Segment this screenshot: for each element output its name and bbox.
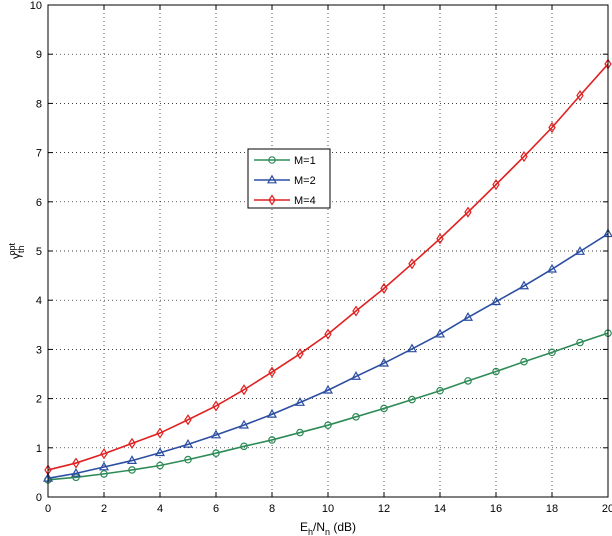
data-point bbox=[70, 467, 82, 477]
legend-label: M=4 bbox=[294, 195, 316, 207]
data-point bbox=[128, 437, 136, 449]
data-point bbox=[350, 371, 362, 380]
data-point bbox=[548, 348, 556, 357]
data-point bbox=[462, 312, 474, 321]
data-point bbox=[520, 357, 528, 366]
data-point bbox=[100, 448, 108, 460]
data-point bbox=[492, 178, 500, 191]
data-point bbox=[464, 377, 472, 385]
x-tick-label: 2 bbox=[101, 503, 107, 515]
data-point bbox=[518, 280, 530, 290]
x-tick-label: 4 bbox=[157, 503, 163, 515]
data-point bbox=[378, 357, 390, 367]
legend-label: M=2 bbox=[294, 175, 316, 187]
data-point bbox=[434, 328, 446, 338]
x-tick-label: 12 bbox=[378, 503, 390, 515]
data-point bbox=[380, 282, 388, 294]
x-tick-label: 16 bbox=[490, 503, 502, 515]
data-point bbox=[436, 233, 444, 245]
legend-marker bbox=[268, 156, 276, 164]
data-point bbox=[324, 421, 332, 429]
data-point bbox=[408, 395, 416, 404]
y-tick-label: 0 bbox=[36, 492, 42, 504]
data-point bbox=[574, 246, 586, 255]
data-point bbox=[98, 461, 110, 471]
x-tick-label: 6 bbox=[213, 503, 219, 515]
y-tick-labels: 0 1 2 3 4 5 6 7 8 9 10 bbox=[30, 0, 42, 504]
data-point bbox=[210, 429, 222, 439]
y-axis-title: γthopt bbox=[7, 242, 26, 259]
data-point bbox=[464, 206, 472, 218]
y-tick-label: 7 bbox=[36, 148, 42, 160]
y-tick-label: 9 bbox=[36, 49, 42, 61]
data-point bbox=[156, 461, 164, 470]
y-tick-label: 8 bbox=[36, 98, 42, 110]
y-tick-label: 2 bbox=[36, 394, 42, 406]
data-point bbox=[268, 366, 276, 378]
x-tick-label: 8 bbox=[269, 503, 275, 515]
legend-marker bbox=[266, 174, 278, 184]
data-point bbox=[238, 419, 250, 429]
data-point bbox=[240, 384, 248, 396]
data-point bbox=[184, 455, 192, 464]
data-point bbox=[268, 436, 276, 444]
y-tick-label: 6 bbox=[36, 197, 42, 209]
data-point bbox=[576, 338, 584, 347]
legend-label: M=1 bbox=[294, 155, 316, 167]
data-point bbox=[294, 397, 306, 406]
y-tick-label: 4 bbox=[36, 295, 42, 307]
y-tick-label: 1 bbox=[36, 443, 42, 455]
x-axis-title: Eh/Nn (dB) bbox=[300, 520, 356, 536]
data-point bbox=[408, 258, 416, 270]
data-point bbox=[296, 348, 304, 360]
data-point bbox=[184, 414, 192, 426]
data-point bbox=[492, 367, 500, 376]
x-tick-label: 10 bbox=[322, 503, 334, 515]
x-tick-label: 18 bbox=[546, 503, 558, 515]
data-point bbox=[72, 457, 80, 469]
data-point bbox=[322, 384, 334, 394]
data-point bbox=[406, 343, 418, 353]
data-point bbox=[324, 328, 332, 340]
data-point bbox=[212, 400, 220, 412]
x-tick-label: 0 bbox=[45, 503, 51, 515]
series-line bbox=[47, 233, 609, 480]
series-m-2 bbox=[42, 228, 612, 482]
series-m-1 bbox=[44, 329, 612, 484]
data-point bbox=[154, 447, 166, 457]
data-point bbox=[520, 150, 528, 163]
axis-ticks bbox=[47, 4, 609, 498]
legend: M=1 M=2 M=4 bbox=[247, 148, 331, 209]
data-point bbox=[490, 296, 502, 306]
x-tick-label: 14 bbox=[434, 503, 446, 515]
data-point bbox=[126, 455, 138, 464]
x-tick-label: 20 bbox=[602, 503, 612, 515]
data-point bbox=[546, 263, 558, 273]
legend-marker bbox=[268, 194, 276, 206]
x-tick-labels: 0 2 4 6 8 10 12 14 16 18 20 bbox=[45, 503, 612, 515]
y-tick-label: 5 bbox=[36, 246, 42, 258]
data-point bbox=[240, 442, 248, 451]
series-line bbox=[47, 63, 609, 471]
series-line bbox=[47, 332, 609, 481]
data-point bbox=[296, 428, 304, 437]
data-point bbox=[380, 404, 388, 413]
data-point bbox=[548, 121, 556, 134]
data-point bbox=[266, 408, 278, 418]
series-m-4 bbox=[44, 58, 612, 476]
data-point bbox=[100, 470, 108, 478]
data-point bbox=[352, 305, 360, 317]
data-point bbox=[436, 386, 444, 395]
data-point bbox=[156, 427, 164, 439]
series-layer bbox=[42, 58, 612, 484]
data-point bbox=[128, 466, 136, 474]
legend-box bbox=[247, 148, 331, 209]
data-point bbox=[212, 449, 220, 458]
y-tick-label: 10 bbox=[30, 0, 42, 12]
y-tick-label: 3 bbox=[36, 344, 42, 356]
data-point bbox=[182, 438, 194, 448]
data-point bbox=[576, 89, 584, 102]
data-point bbox=[352, 413, 360, 421]
